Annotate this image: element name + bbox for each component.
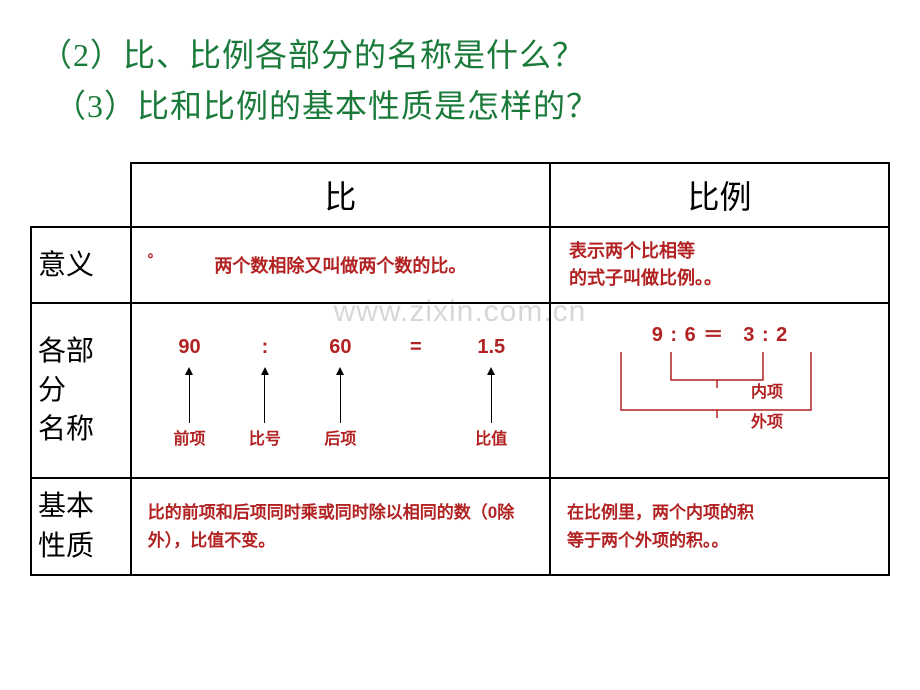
arrow-4 (471, 363, 511, 423)
title-block: （2）比、比例各部分的名称是什么？ （3）比和比例的基本性质是怎样的？ (0, 0, 920, 152)
title-text-2: ）比和比例的基本性质是怎样的？ (104, 88, 599, 124)
parts-label: 各部 分 名称 (31, 303, 131, 478)
paren-open-1: （ (40, 37, 73, 73)
parts-row: 各部 分 名称 90 : 60 = 1.5 前项 比号 后项 (31, 303, 889, 478)
parts-label-2: 分 (38, 371, 124, 410)
parts-label-1: 各部 (38, 332, 124, 371)
expr-colon: : (245, 336, 285, 359)
label-bihao: 比号 (245, 425, 285, 449)
title-line-1: （2）比、比例各部分的名称是什么？ (40, 30, 880, 81)
degree-mark: 。 (148, 242, 162, 262)
corner-cell (31, 163, 131, 227)
inner-term-label: 内项 (751, 378, 783, 402)
parts-label-3: 名称 (38, 410, 124, 449)
comparison-table: 比 比例 意义 。 两个数相除又叫做两个数的比。 表示两个比相等 的式子叫做比例… (30, 162, 890, 575)
inner-bracket (671, 352, 763, 380)
property-label-1: 基本 (38, 487, 124, 526)
bracket-svg (551, 304, 881, 474)
property-prop-l1: 在比例里，两个内项的积 (567, 499, 872, 526)
ratio-expression: 90 : 60 = 1.5 (142, 336, 539, 359)
title-text-1: ）比、比例各部分的名称是什么？ (90, 37, 585, 73)
property-row: 基本 性质 比的前项和后项同时乘或同时除以相同的数（0除外），比值不变。 在比例… (31, 478, 889, 574)
label-houxiang: 后项 (320, 425, 360, 449)
expr-60: 60 (320, 336, 360, 359)
title-num-2: 3 (87, 88, 104, 124)
arrow-1 (169, 363, 209, 423)
label-bizhi: 比值 (471, 425, 511, 449)
property-ratio: 比的前项和后项同时乘或同时除以相同的数（0除外），比值不变。 (131, 478, 550, 574)
outer-term-label: 外项 (751, 408, 783, 432)
meaning-prop-l1: 表示两个比相等 (569, 238, 870, 265)
arrow-row (142, 363, 539, 423)
expr-90: 90 (169, 336, 209, 359)
property-prop-l2: 等于两个外项的积。。 (567, 527, 872, 554)
meaning-proportion: 表示两个比相等 的式子叫做比例。。 (550, 227, 889, 303)
property-proportion: 在比例里，两个内项的积 等于两个外项的积。。 (550, 478, 889, 574)
arrow-2 (245, 363, 285, 423)
header-ratio: 比 (131, 163, 550, 227)
expr-15: 1.5 (471, 336, 511, 359)
meaning-ratio: 。 两个数相除又叫做两个数的比。 (131, 227, 550, 303)
title-line-2: （3）比和比例的基本性质是怎样的？ (40, 81, 880, 132)
meaning-label: 意义 (31, 227, 131, 303)
arrow-3 (320, 363, 360, 423)
title-num-1: 2 (73, 37, 90, 73)
property-label: 基本 性质 (31, 478, 131, 574)
parts-ratio: 90 : 60 = 1.5 前项 比号 后项 x 比值 (131, 303, 550, 478)
meaning-prop-l2: 的式子叫做比例。。 (569, 265, 870, 292)
meaning-ratio-text: 两个数相除又叫做两个数的比。 (214, 256, 466, 276)
parts-proportion: 9 : 6 ＝ 3 : 2 内项 外项 (550, 303, 889, 478)
expr-eq: = (396, 336, 436, 359)
meaning-row: 意义 。 两个数相除又叫做两个数的比。 表示两个比相等 的式子叫做比例。。 (31, 227, 889, 303)
property-label-2: 性质 (38, 527, 124, 566)
label-qianxiang: 前项 (169, 425, 209, 449)
ratio-labels: 前项 比号 后项 x 比值 (142, 425, 539, 449)
header-proportion: 比例 (550, 163, 889, 227)
header-row: 比 比例 (31, 163, 889, 227)
paren-open-2: （ (54, 88, 87, 124)
